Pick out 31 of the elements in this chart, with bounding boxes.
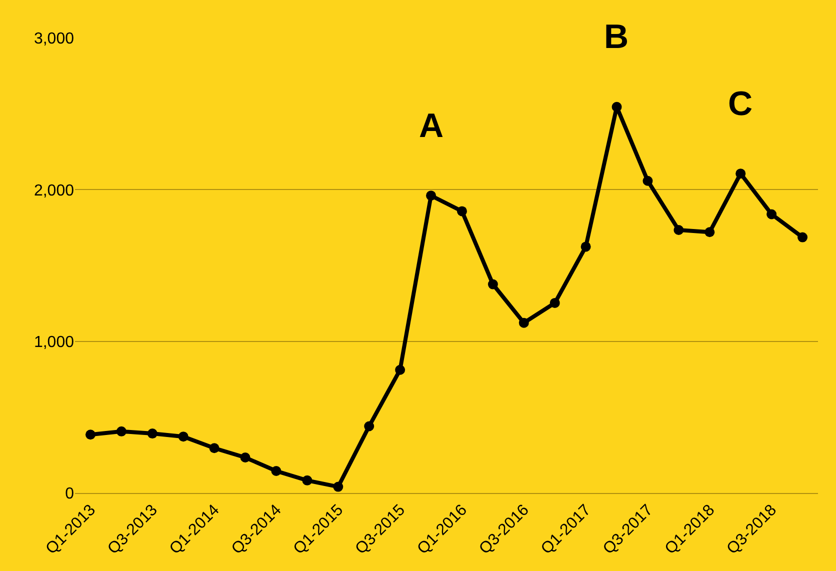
point xyxy=(395,364,406,375)
point xyxy=(798,232,808,242)
annotation: C xyxy=(728,85,753,123)
point xyxy=(642,176,653,186)
point xyxy=(209,443,220,454)
point xyxy=(240,452,250,463)
point xyxy=(580,242,591,252)
annotation: A xyxy=(419,107,444,145)
point xyxy=(178,432,188,442)
point xyxy=(518,318,529,328)
point xyxy=(426,190,436,201)
point xyxy=(550,298,560,308)
point xyxy=(488,279,498,290)
annotation: B xyxy=(604,18,629,56)
point xyxy=(116,426,126,436)
point xyxy=(85,430,96,440)
point xyxy=(302,475,312,486)
point xyxy=(271,466,282,476)
y-tick-label: 1,000 xyxy=(34,334,74,351)
y-tick-label: 3,000 xyxy=(34,30,74,48)
point xyxy=(456,206,467,216)
point xyxy=(766,209,777,220)
y-tick-label: 0 xyxy=(65,486,74,503)
point xyxy=(147,428,158,439)
point xyxy=(674,225,684,236)
y-tick-label: 2,000 xyxy=(34,182,74,200)
point xyxy=(704,227,715,238)
point xyxy=(333,482,344,492)
point xyxy=(612,102,622,112)
point xyxy=(364,421,374,432)
point xyxy=(736,168,746,179)
